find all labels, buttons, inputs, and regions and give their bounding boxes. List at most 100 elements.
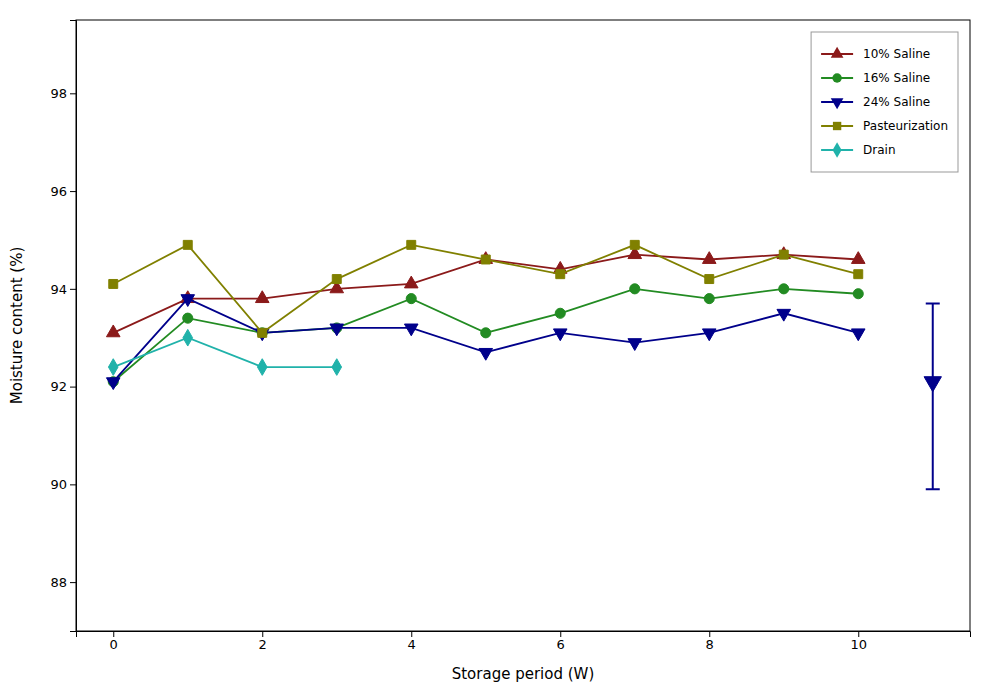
point: [406, 294, 416, 304]
legend-item: Drain: [821, 142, 895, 158]
y-tick-mark: [70, 582, 76, 583]
point: [479, 252, 493, 264]
point: [183, 240, 192, 249]
x-tick-label: 8: [706, 637, 714, 652]
x-tick-label: 0: [110, 637, 118, 652]
point: [556, 270, 565, 279]
legend-swatch-marker: [833, 122, 841, 130]
point: [257, 328, 267, 338]
legend-box: [811, 32, 958, 172]
point: [777, 247, 791, 259]
legend-label: 16% Saline: [863, 71, 930, 85]
x-axis-title: Storage period (W): [452, 665, 595, 683]
y-tick-mark: [70, 484, 76, 485]
point: [702, 252, 716, 264]
point: [854, 270, 863, 279]
legend-label: 10% Saline: [863, 47, 930, 61]
point: [704, 294, 714, 304]
y-tick: 92: [50, 379, 76, 394]
x-tick-label: 6: [557, 637, 565, 652]
y-tick-mark: [70, 93, 76, 94]
y-tick: 90: [50, 477, 76, 492]
legend-swatch-marker: [833, 142, 842, 158]
point: [257, 359, 267, 376]
plot: 024681088909294969810% Saline16% Saline2…: [50, 20, 970, 652]
point: [332, 359, 342, 376]
legend: 10% Saline 16% Saline 24% Saline Pasteuriza…: [811, 32, 958, 172]
point: [109, 279, 118, 288]
error-bar: [926, 304, 940, 490]
legend-label: 24% Saline: [863, 95, 930, 109]
series-line: [113, 338, 337, 367]
y-tick-label: 90: [50, 477, 67, 492]
error-bar-cap: [926, 488, 940, 490]
legend-item: 16% Saline: [821, 71, 930, 85]
x-tick-label: 2: [259, 637, 267, 652]
legend-item: Pasteurization: [821, 119, 948, 133]
series-line: [113, 299, 858, 382]
point: [332, 275, 341, 284]
point: [777, 309, 791, 321]
point: [628, 339, 642, 351]
point: [779, 284, 789, 294]
error-bar-cap: [926, 303, 940, 305]
x-axis-line: [77, 632, 971, 638]
x-tick: 6: [557, 631, 565, 652]
point: [853, 289, 863, 299]
point: [404, 276, 418, 288]
y-axis-line: [70, 21, 77, 632]
point: [555, 308, 565, 318]
y-tick-mark: [70, 191, 76, 192]
point: [255, 291, 269, 303]
legend-item: 10% Saline: [821, 47, 930, 62]
series: [924, 304, 941, 490]
legend-item: 24% Saline: [821, 95, 930, 109]
x-tick: 4: [408, 631, 416, 652]
point: [106, 325, 120, 337]
series: [106, 247, 865, 337]
x-tick-label: 10: [850, 637, 867, 652]
legend-label: Drain: [863, 143, 895, 157]
y-axis-title: Moisture content (%): [8, 247, 26, 404]
series: [106, 295, 865, 390]
point: [553, 329, 567, 341]
point: [630, 240, 639, 249]
y-tick-label: 92: [50, 379, 67, 394]
point: [702, 329, 716, 341]
x-tick: 10: [850, 631, 867, 652]
x-tick-mark: [262, 631, 263, 637]
series: [108, 284, 863, 387]
x-tick: 2: [259, 631, 267, 652]
x-tick: 0: [110, 631, 118, 652]
x-tick-mark: [411, 631, 412, 637]
y-tick: 88: [50, 575, 76, 590]
chart: 024681088909294969810% Saline16% Saline2…: [0, 0, 994, 695]
plot-frame: [76, 20, 970, 631]
point: [106, 378, 120, 390]
point: [181, 295, 195, 307]
point: [630, 284, 640, 294]
x-tick: 8: [706, 631, 714, 652]
point: [258, 328, 267, 337]
y-tick-label: 88: [50, 575, 67, 590]
point: [705, 275, 714, 284]
legend-swatch-marker: [832, 73, 841, 82]
legend-label: Pasteurization: [863, 119, 948, 133]
point: [183, 313, 193, 323]
y-tick-mark: [70, 387, 76, 388]
series: [108, 329, 341, 375]
y-tick-label: 94: [50, 282, 67, 297]
point: [407, 240, 416, 249]
point: [404, 324, 418, 336]
x-tick-mark: [560, 631, 561, 637]
point: [481, 255, 490, 264]
point: [108, 359, 118, 376]
legend-swatch-marker: [831, 98, 844, 109]
point: [924, 377, 941, 392]
series-line: [113, 289, 858, 382]
x-tick-label: 4: [408, 637, 416, 652]
series: [109, 240, 863, 337]
point: [779, 250, 788, 259]
x-tick-mark: [113, 631, 114, 637]
legend-swatch-marker: [831, 47, 844, 58]
